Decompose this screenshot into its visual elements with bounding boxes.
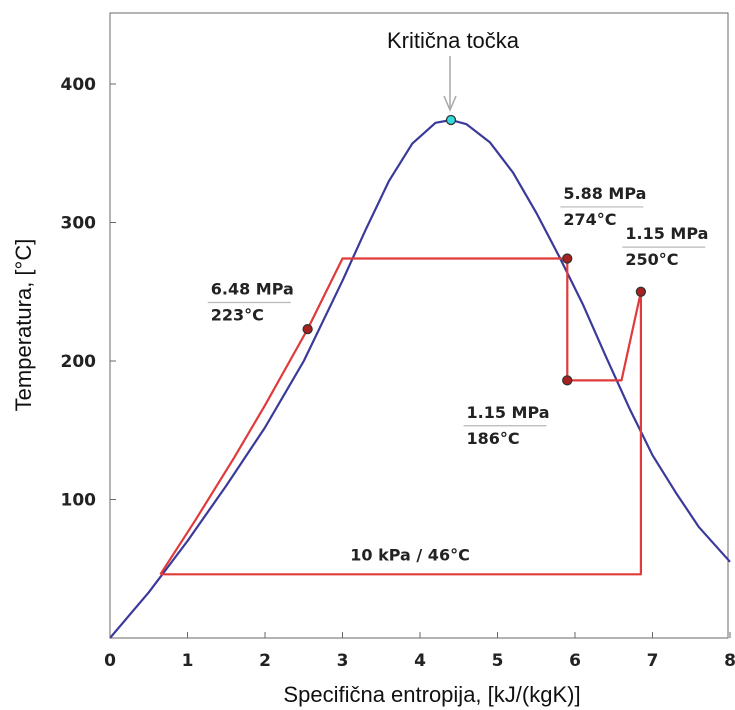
annotation-text: 223°C (211, 306, 264, 325)
annotation-text: 274°C (563, 210, 616, 229)
y-tick-label: 400 (61, 75, 97, 95)
annotation-text: 1.15 MPa (467, 403, 550, 422)
state-point-marker (445, 114, 457, 126)
state-point-marker (635, 286, 647, 297)
annotation-text: 186°C (467, 429, 520, 448)
critical-point-callout: Kritična točka (387, 28, 520, 112)
state-annotation: 10 kPa / 46°C (350, 545, 470, 564)
critical-point-arrow-head (443, 95, 457, 112)
y-axis-title: Temperatura, [°C] (11, 239, 36, 412)
x-tick-label: 0 (104, 651, 116, 671)
annotation-text: 6.48 MPa (211, 280, 294, 299)
x-tick-label: 2 (259, 651, 271, 671)
state-annotation: 1.15 MPa 250°C (622, 224, 708, 269)
x-tick-label: 8 (724, 651, 735, 671)
rankine-cycle-line (159, 257, 642, 576)
state-annotation: 1.15 MPa 186°C (463, 403, 550, 448)
annotation-text: 250°C (625, 250, 678, 269)
y-tick-label: 300 (61, 214, 97, 234)
x-tick-label: 5 (492, 651, 504, 671)
state-annotation: 6.48 MPa 223°C (207, 280, 294, 325)
y-tick-label: 100 (61, 491, 97, 511)
x-tick-label: 4 (414, 651, 426, 671)
plot-frame (109, 12, 729, 639)
x-tick-label: 1 (182, 651, 194, 671)
annotation-text: 10 kPa / 46°C (350, 545, 470, 564)
x-tick-label: 6 (569, 651, 581, 671)
state-annotation: 5.88 MPa 274°C (560, 184, 646, 229)
x-axis-title: Specifična entropija, [kJ/(kgK)] (283, 682, 580, 707)
y-tick-label: 200 (61, 352, 97, 372)
annotation-text: 1.15 MPa (625, 224, 708, 243)
x-tick-label: 7 (647, 651, 659, 671)
state-point-marker (302, 323, 313, 335)
saturation-dome-line (109, 118, 731, 639)
annotation-text: 5.88 MPa (563, 184, 646, 203)
state-point-marker (562, 375, 573, 386)
critical-point-label: Kritična točka (387, 28, 520, 53)
x-tick-label: 3 (337, 651, 349, 671)
state-point-marker (562, 253, 573, 264)
